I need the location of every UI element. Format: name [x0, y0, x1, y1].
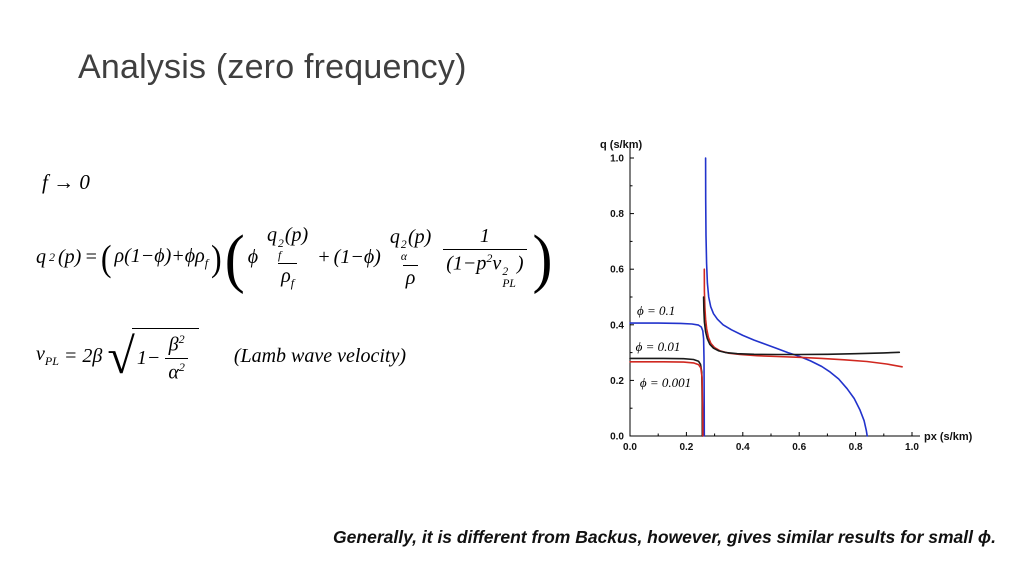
- square-root: √ 1− β2 α2: [107, 328, 199, 385]
- svg-text:0.6: 0.6: [610, 265, 624, 276]
- svg-text:0.4: 0.4: [610, 320, 624, 331]
- equation-note: (Lamb wave velocity): [233, 344, 406, 367]
- math-superscript: 2: [178, 332, 185, 346]
- math-token: β: [168, 333, 179, 356]
- numerator: q 2 f (p): [264, 224, 311, 263]
- math-token: vPL: [36, 343, 59, 369]
- slide-title: Analysis (zero frequency): [78, 48, 467, 86]
- math-token: α: [168, 361, 179, 384]
- svg-text:1.0: 1.0: [610, 154, 624, 165]
- sup-sub-stack: 2 PL: [502, 265, 516, 291]
- fraction: 1 (1−p2v 2 PL): [443, 224, 527, 291]
- math-subscript: f: [204, 255, 209, 270]
- math-token: v: [36, 343, 45, 366]
- math-token: q: [389, 225, 400, 248]
- math-token: ρ: [405, 266, 416, 289]
- math-token: ρ(1−ϕ)+ϕρf: [114, 245, 208, 271]
- svg-text:1.0: 1.0: [905, 442, 919, 453]
- math-superscript: 2: [178, 359, 185, 374]
- equation-limit: f → 0: [42, 170, 90, 195]
- svg-text:0.4: 0.4: [736, 442, 750, 453]
- fraction: β2 α2: [165, 332, 188, 384]
- plus-sign: +: [317, 246, 331, 269]
- math-subscript: f: [278, 248, 282, 262]
- svg-text:q (s/km): q (s/km): [600, 139, 643, 151]
- math-subscript: PL: [44, 354, 59, 369]
- math-token: 2β: [82, 344, 103, 367]
- math-token: (p): [58, 246, 82, 269]
- denominator: α2: [165, 357, 188, 385]
- denominator: ρ: [402, 264, 419, 290]
- svg-text:px (s/km): px (s/km): [924, 431, 973, 443]
- svg-text:ϕ = 0.001: ϕ = 0.001: [640, 375, 691, 390]
- numerator: β2: [166, 332, 188, 358]
- math-token: q: [267, 224, 278, 246]
- svg-text:0.0: 0.0: [610, 432, 624, 443]
- slide-caption: Generally, it is different from Backus, …: [333, 527, 996, 547]
- math-superscript: 2: [486, 250, 493, 265]
- open-paren: (: [100, 236, 112, 279]
- math-token: ρ: [281, 265, 291, 288]
- open-paren-large: (: [224, 221, 245, 294]
- equals-sign: =: [63, 344, 78, 367]
- equals-sign: =: [84, 246, 98, 269]
- math-token: (1−ϕ): [333, 246, 381, 269]
- math-token: (p): [284, 224, 309, 246]
- math-token: ϕ: [247, 246, 259, 269]
- svg-text:0.8: 0.8: [849, 442, 863, 453]
- math-token: (1−p: [446, 252, 487, 275]
- svg-text:0.6: 0.6: [792, 442, 806, 453]
- math-token: q: [36, 246, 46, 269]
- fraction: q 2 f (p) ρf: [264, 224, 311, 291]
- math-subscript: PL: [502, 277, 516, 291]
- svg-text:ϕ = 0.01: ϕ = 0.01: [636, 339, 681, 354]
- math-token: (p): [407, 225, 432, 248]
- math-token: v: [492, 252, 502, 275]
- math-superscript: 2: [502, 265, 509, 279]
- radical-sign-icon: √: [107, 328, 135, 385]
- slowness-plot: 0.0 0.2 0.4 0.6 0.8 1.0 0.0 0.2 0.4 0.6 0.8 1.0 q (s…: [600, 139, 973, 453]
- svg-text:0.8: 0.8: [610, 209, 624, 220]
- svg-text:ϕ = 0.1: ϕ = 0.1: [637, 303, 675, 318]
- math-token: ρ(1−ϕ)+ϕρ: [114, 244, 205, 267]
- equation-lamb-velocity: vPL = 2β √ 1− β2 α2 (Lamb wave velocity): [36, 328, 406, 384]
- close-paren: ): [211, 236, 222, 279]
- math-superscript: 2: [49, 250, 55, 265]
- math-token: ): [516, 252, 524, 275]
- denominator: (1−p2v 2 PL): [443, 248, 527, 291]
- math-subscript: f: [290, 276, 295, 291]
- math-superscript: 2: [400, 238, 407, 252]
- svg-text:0.0: 0.0: [623, 442, 637, 453]
- denominator: ρf: [278, 263, 298, 291]
- svg-text:0.2: 0.2: [610, 376, 624, 387]
- fraction: q 2 α (p) ρ: [387, 226, 434, 290]
- radicand: 1− β2 α2: [131, 328, 199, 384]
- math-token: 1−: [136, 346, 161, 369]
- numerator: q 2 α (p): [387, 226, 434, 265]
- math-token: f → 0: [42, 170, 90, 194]
- numerator: 1: [479, 224, 490, 247]
- math-superscript: 2: [278, 236, 284, 250]
- math-subscript: α: [400, 250, 407, 264]
- svg-text:0.2: 0.2: [679, 442, 693, 453]
- equation-q-squared: q 2 (p) = ( ρ(1−ϕ)+ϕρf ) ( ϕ q 2 f (p) ρf + (…: [36, 224, 553, 291]
- close-paren-large: ): [532, 221, 553, 294]
